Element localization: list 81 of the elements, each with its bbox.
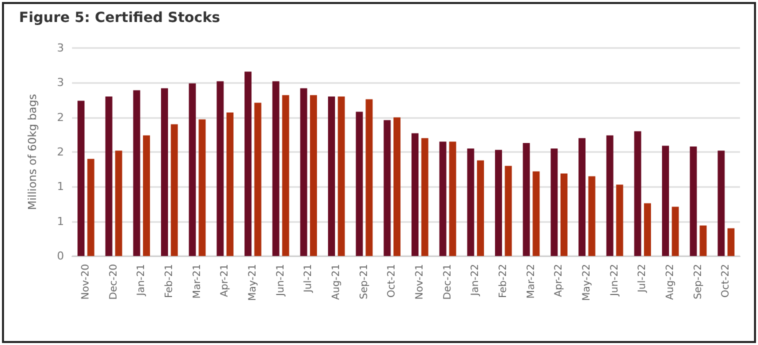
x-tick-label: Nov-21 (414, 264, 426, 300)
y-tick-label: 2 (57, 110, 64, 124)
bar (310, 95, 317, 256)
x-tick-label: Aug-22 (664, 264, 676, 300)
bar (467, 148, 474, 256)
bar (78, 100, 85, 256)
bar (300, 88, 308, 256)
x-tick-label: Jan-22 (470, 264, 482, 297)
bar (495, 150, 502, 256)
bar (198, 119, 206, 256)
x-tick-label: Mar-22 (526, 264, 537, 299)
bar (700, 225, 707, 256)
bar (421, 138, 428, 256)
bar (690, 146, 697, 256)
x-tick-label: Feb-22 (498, 264, 509, 298)
x-tick-label: Jul-21 (303, 264, 314, 294)
y-tick-label: 3 (57, 42, 64, 54)
x-tick-label: Oct-22 (720, 264, 732, 298)
bar (727, 228, 734, 256)
bar (616, 184, 624, 256)
bar (244, 72, 252, 256)
bar (384, 120, 391, 256)
bar (476, 160, 484, 256)
bar (412, 133, 419, 256)
bar (672, 206, 679, 256)
bar (634, 131, 642, 256)
y-tick-label: 2 (57, 146, 64, 158)
bar (328, 96, 336, 256)
bar (338, 96, 345, 256)
bar (115, 150, 122, 256)
x-tick-label: Dec-20 (108, 264, 120, 300)
bar (170, 124, 178, 256)
bar (718, 150, 725, 256)
bar (356, 112, 363, 256)
bar (532, 171, 540, 256)
bar (226, 112, 234, 256)
bar (87, 158, 94, 256)
bar (550, 148, 558, 256)
x-tick-label: Apr-22 (554, 264, 565, 297)
x-tick-label: Oct-21 (386, 264, 398, 298)
x-tick-label: Dec-21 (442, 264, 454, 300)
bar (606, 135, 614, 256)
x-tick-label: Mar-21 (192, 264, 203, 299)
bar (254, 102, 262, 256)
x-tick-label: Aug-21 (330, 264, 342, 300)
bar (133, 90, 140, 256)
bar (578, 138, 586, 256)
x-tick-label: Jun-21 (275, 264, 286, 297)
y-tick-label: 3 (57, 76, 64, 90)
bar (272, 81, 280, 256)
x-tick-label: Feb-21 (164, 264, 175, 298)
bar (105, 96, 112, 256)
bar (560, 173, 568, 256)
y-axis-title: Millions of 60kg bags (26, 94, 39, 210)
bar (366, 99, 373, 256)
bar (644, 203, 651, 256)
bar (142, 135, 150, 256)
y-tick-label: 1 (57, 180, 64, 194)
bar (449, 142, 456, 256)
x-tick-label: Sep-21 (358, 264, 370, 300)
bar (522, 142, 530, 256)
bar (393, 117, 400, 256)
bar (161, 88, 168, 256)
y-tick-label: 0 (57, 250, 64, 262)
bar (504, 166, 512, 256)
x-tick-label: Nov-20 (80, 264, 92, 300)
x-tick-label: Jan-21 (136, 264, 148, 297)
x-tick-label: Jul-22 (637, 264, 648, 294)
x-tick-label: Apr-21 (220, 264, 231, 297)
y-tick-label: 1 (57, 214, 64, 228)
chart-title: Figure 5: Certified Stocks (19, 10, 220, 26)
x-tick-label: May-21 (247, 264, 258, 301)
x-tick-label: May-22 (581, 264, 592, 301)
bar (282, 95, 290, 256)
bar (188, 83, 196, 256)
bar (439, 142, 446, 256)
x-tick-label: Jun-22 (609, 264, 620, 297)
bar (588, 176, 596, 256)
bar (216, 81, 224, 256)
x-tick-label: Sep-22 (692, 264, 704, 300)
bar (662, 146, 670, 256)
